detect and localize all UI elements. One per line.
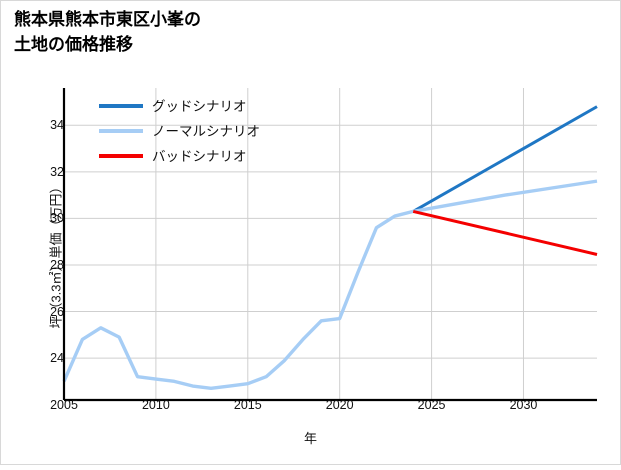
legend-swatch-1 [99, 129, 143, 133]
series-line-2 [412, 209, 598, 256]
legend-label-1: ノーマルシナリオ [152, 124, 260, 139]
y-tick-label: 26 [50, 304, 64, 319]
legend-label-2: バッドシナリオ [152, 149, 247, 164]
chart-title: 熊本県熊本市東区小峯の 土地の価格推移 [14, 10, 201, 54]
y-tick-label: 34 [50, 118, 64, 133]
x-tick-label: 2015 [233, 398, 262, 412]
x-tick-label: 2030 [509, 398, 538, 412]
legend-swatch-2 [99, 154, 143, 158]
y-axis-title: 坪（3.3㎡）単価（万円） [48, 180, 64, 329]
legend-label-0: グッドシナリオ [152, 99, 247, 114]
x-tick-label: 2005 [50, 398, 78, 412]
x-tick-label: 2020 [325, 398, 354, 412]
y-tick-label: 24 [50, 351, 64, 366]
legend-swatch-0 [99, 104, 143, 108]
y-tick-label: 32 [50, 164, 64, 179]
x-axis-tick-labels: 2005 2010 2015 2020 2025 2030 [0, 398, 621, 418]
series-line-1 [62, 179, 598, 391]
series-line-0 [412, 105, 598, 213]
y-axis-tick-labels: 24 26 28 30 32 34 [22, 0, 64, 465]
x-tick-label: 2010 [141, 398, 170, 412]
x-tick-label: 2025 [417, 398, 446, 412]
x-axis-title: 年 [303, 431, 317, 446]
y-tick-label: 30 [50, 211, 64, 226]
y-tick-label: 28 [50, 257, 64, 272]
